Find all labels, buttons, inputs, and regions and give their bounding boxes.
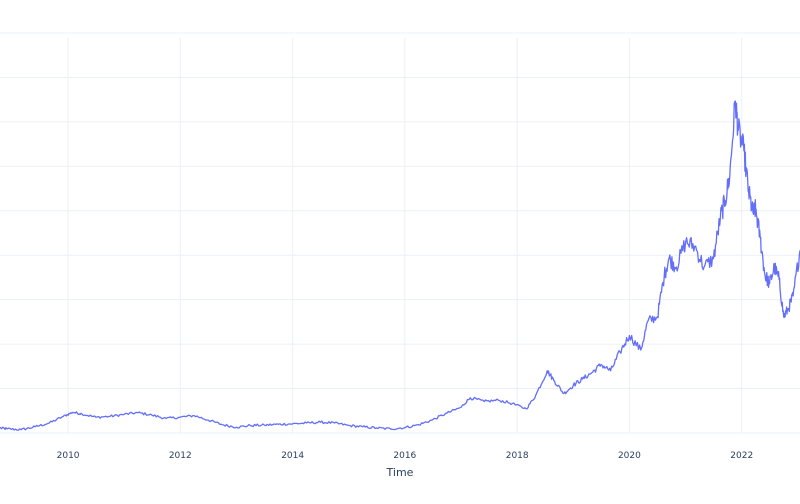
x-tick-labels: 2010 2012 2014 2016 2018 2020 2022 — [57, 451, 754, 461]
x-tick-label: 2022 — [730, 451, 753, 461]
x-tick-label: 2016 — [393, 451, 416, 461]
price-series-line — [0, 100, 800, 431]
x-tick-label: 2010 — [57, 451, 80, 461]
x-tick-label: 2014 — [281, 451, 304, 461]
grid — [0, 32, 800, 434]
series-layer — [0, 100, 800, 431]
x-tick-label: 2018 — [506, 451, 529, 461]
x-tick-label: 2020 — [618, 451, 641, 461]
x-axis-title: Time — [386, 466, 414, 479]
x-tick-label: 2012 — [169, 451, 192, 461]
